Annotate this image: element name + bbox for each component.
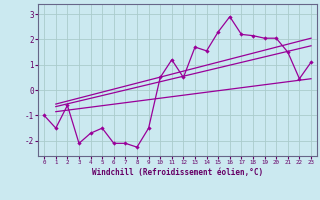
X-axis label: Windchill (Refroidissement éolien,°C): Windchill (Refroidissement éolien,°C): [92, 168, 263, 177]
